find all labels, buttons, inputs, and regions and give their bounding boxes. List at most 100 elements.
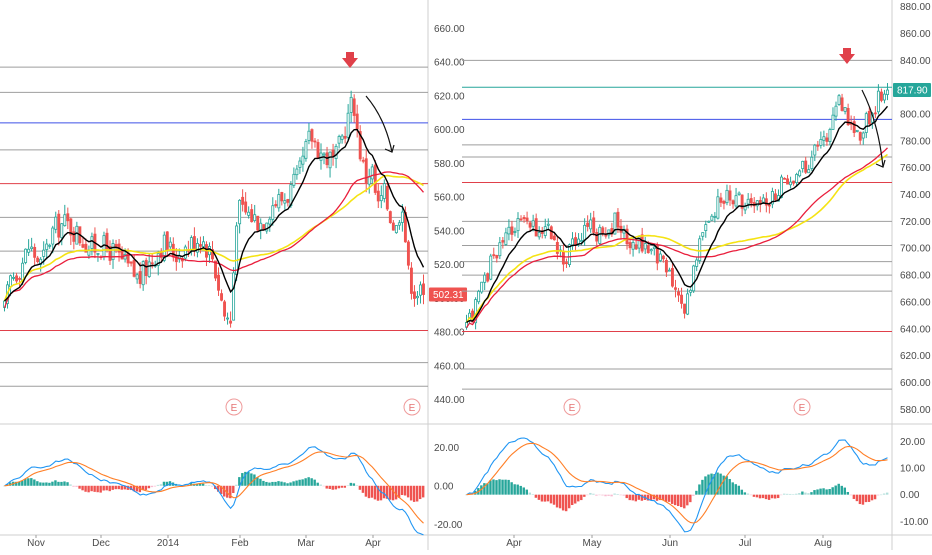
candle-body <box>876 90 880 113</box>
macd-histogram-bar <box>519 485 522 495</box>
macd-histogram-bar <box>465 494 468 496</box>
last-price-badge <box>893 83 931 98</box>
candle-body <box>355 113 359 130</box>
candle-body <box>256 215 260 231</box>
macd-histogram-bar <box>78 485 81 489</box>
date-tick-label: 2014 <box>157 538 180 549</box>
candle-body <box>201 241 205 247</box>
macd-histogram-bar <box>346 485 350 486</box>
candle-body <box>283 200 287 204</box>
macd-histogram-bar <box>552 494 556 505</box>
macd-histogram-bar <box>601 494 604 496</box>
candle-body <box>316 142 320 159</box>
macd-histogram-bar <box>156 484 160 486</box>
date-tick-label: Dec <box>92 538 110 549</box>
candle-body <box>90 236 94 249</box>
macd-histogram-bar <box>858 494 862 505</box>
candle-body <box>674 287 677 290</box>
price-tick-label: 880.00 <box>900 2 931 13</box>
candle-body <box>162 234 166 261</box>
macd-histogram-bar <box>277 481 280 486</box>
price-tick-label: 740.00 <box>900 190 931 201</box>
candle-body <box>731 200 735 205</box>
candle-body <box>96 252 100 255</box>
macd-histogram-bar <box>18 481 21 486</box>
earnings-marker-label: E <box>799 403 806 414</box>
candle-body <box>376 190 380 202</box>
ma-slow-line <box>465 153 888 323</box>
candle-body <box>795 173 799 184</box>
price-tick-label: 720.00 <box>900 217 931 228</box>
macd-histogram-bar <box>746 493 750 495</box>
macd-histogram-bar <box>852 494 856 499</box>
price-tick-label: 760.00 <box>900 163 931 174</box>
candle-body <box>286 199 290 203</box>
price-tick-label: 440.00 <box>434 395 465 406</box>
candle-body <box>707 220 711 223</box>
macd-histogram-bar <box>310 478 313 486</box>
macd-histogram-bar <box>313 479 316 486</box>
candle-body <box>716 196 720 219</box>
macd-histogram-bar <box>571 494 574 506</box>
macd-histogram-bar <box>540 494 544 502</box>
candle-body <box>66 213 70 222</box>
candle-body <box>189 237 193 251</box>
macd-histogram-bar <box>716 472 719 495</box>
candle-body <box>634 244 638 250</box>
candle-body <box>713 215 717 218</box>
candle-body <box>719 197 723 203</box>
down-arrow-icon <box>342 52 358 68</box>
macd-histogram-bar <box>492 479 495 495</box>
macd-histogram-bar <box>849 494 853 496</box>
macd-histogram-bar <box>586 494 589 496</box>
candle-body <box>48 244 52 247</box>
candle-body <box>69 218 73 236</box>
macd-histogram-bar <box>117 485 120 490</box>
candle-body <box>577 238 581 245</box>
macd-histogram-bar <box>504 479 507 495</box>
candle-body <box>412 291 416 299</box>
price-tick-label: 860.00 <box>900 29 931 40</box>
date-tick-label: Aug <box>814 538 832 549</box>
macd-histogram-bar <box>761 494 765 499</box>
macd-histogram-bar <box>135 485 139 492</box>
candle-body <box>141 261 145 286</box>
candle-body <box>406 241 410 266</box>
macd-histogram-bar <box>695 490 698 495</box>
candle-body <box>419 284 422 296</box>
candle-body <box>531 220 535 227</box>
macd-histogram-bar <box>758 494 762 499</box>
macd-histogram-bar <box>804 492 807 495</box>
candle-body <box>882 93 886 101</box>
macd-histogram-bar <box>39 482 42 486</box>
macd-histogram-bar <box>773 494 777 499</box>
macd-histogram-bar <box>283 482 286 486</box>
earnings-marker-label: E <box>569 403 576 414</box>
macd-histogram-bar <box>786 493 789 495</box>
macd-histogram-bar <box>165 481 169 486</box>
macd-histogram-bar <box>661 494 665 501</box>
price-tick-label: 560.00 <box>434 193 465 204</box>
macd-histogram-bar <box>201 483 205 486</box>
macd-histogram-bar <box>561 494 565 511</box>
macd-histogram-bar <box>400 485 404 496</box>
candle-body <box>886 89 889 95</box>
macd-histogram-bar <box>198 483 202 486</box>
candle-body <box>238 199 242 225</box>
candle-body <box>165 231 169 251</box>
candle-body <box>111 243 115 260</box>
macd-histogram-bar <box>510 482 513 495</box>
macd-histogram-bar <box>604 494 607 497</box>
macd-histogram-bar <box>882 493 886 495</box>
candle-body <box>492 254 496 257</box>
macd-histogram-bar <box>409 485 413 501</box>
candle-body <box>552 235 556 241</box>
candle-body <box>810 156 814 169</box>
candle-body <box>616 211 620 228</box>
macd-histogram-bar <box>707 474 710 495</box>
candle-body <box>686 293 690 315</box>
date-tick-label: Apr <box>365 538 381 549</box>
macd-histogram-bar <box>528 492 532 495</box>
